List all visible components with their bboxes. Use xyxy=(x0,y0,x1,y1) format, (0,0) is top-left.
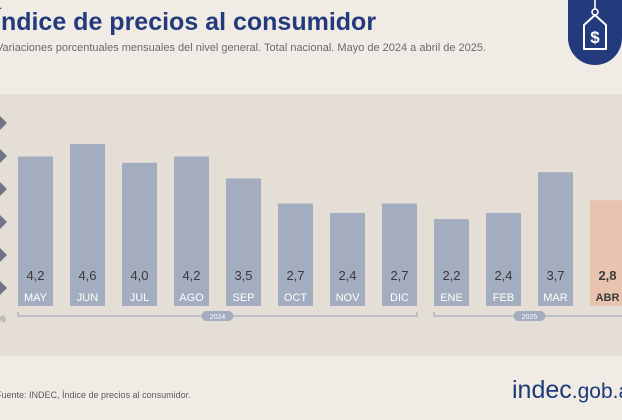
year-pill xyxy=(201,311,234,321)
month-chip xyxy=(18,287,53,306)
bar xyxy=(538,172,573,288)
value-label: 2,2 xyxy=(442,268,460,283)
month-chip xyxy=(382,287,417,306)
axis-marker xyxy=(0,248,7,262)
month-label: NOV xyxy=(336,292,361,304)
logo-suffix: .gob.ar xyxy=(571,380,622,403)
month-label: MAY xyxy=(24,292,48,304)
month-chip xyxy=(434,287,469,306)
month-label: SEP xyxy=(232,292,254,304)
value-label: 3,5 xyxy=(234,268,252,283)
value-label: 4,2 xyxy=(26,268,44,283)
bar xyxy=(434,219,469,288)
bar xyxy=(226,178,261,288)
bar xyxy=(590,200,622,288)
bar xyxy=(122,162,157,288)
month-label: JUL xyxy=(130,292,150,304)
svg-text:$: $ xyxy=(590,28,600,47)
y-unit-label: % xyxy=(0,314,6,325)
axis-marker xyxy=(0,215,7,229)
axis-marker xyxy=(0,149,7,163)
indec-logo: indec.gob.ar xyxy=(512,376,622,405)
month-chip xyxy=(590,287,622,306)
value-label: 2,4 xyxy=(494,268,512,283)
axis-marker xyxy=(0,281,7,295)
chart-title: Índice de precios al consumidor xyxy=(0,8,377,36)
bar-chart: % 4,2 MAY 4,6 JUN 4,0 JUL 4,2 AGO 3,5 SEP 2,7 OCT 2,4… xyxy=(0,116,622,325)
value-label: 3,7 xyxy=(546,268,564,283)
bar xyxy=(174,156,209,288)
month-chip xyxy=(486,287,521,306)
chart-panel: % 4,2 MAY 4,6 JUN 4,0 JUL 4,2 AGO 3,5 SEP 2,7 OCT 2,4… xyxy=(0,94,622,356)
value-label: 2,7 xyxy=(390,268,408,283)
axis-marker xyxy=(0,182,7,196)
bar xyxy=(382,203,417,288)
month-label: DIC xyxy=(390,292,409,304)
value-label: 4,0 xyxy=(130,268,148,283)
month-chip xyxy=(538,287,573,306)
month-label: OCT xyxy=(284,292,308,304)
month-chip xyxy=(330,287,365,306)
value-label: 4,2 xyxy=(182,268,200,283)
month-chip xyxy=(226,287,261,306)
month-chip xyxy=(70,287,105,306)
month-label: JUN xyxy=(77,292,98,304)
source-note: Fuente: INDEC, Índice de precios al cons… xyxy=(0,390,191,400)
month-label: ENE xyxy=(440,292,463,304)
value-label: 2,4 xyxy=(338,268,356,283)
value-label: 4,6 xyxy=(78,268,96,283)
month-label: ABR xyxy=(596,292,620,304)
year-label: 2024 xyxy=(210,314,226,321)
price-tag-dollar-icon: $ xyxy=(568,0,622,65)
value-label: 2,8 xyxy=(598,268,616,283)
bar xyxy=(18,156,53,288)
logo-main: indec xyxy=(512,376,572,404)
chart-subtitle: Variaciones porcentuales mensuales del n… xyxy=(0,42,487,54)
bar xyxy=(70,144,105,288)
month-label: AGO xyxy=(179,292,204,304)
month-label: MAR xyxy=(543,292,568,304)
axis-marker xyxy=(0,116,7,130)
bar xyxy=(278,203,313,288)
month-chip xyxy=(122,287,157,306)
year-pill xyxy=(513,311,546,321)
month-chip xyxy=(278,287,313,306)
bar xyxy=(330,212,365,288)
value-label: 2,7 xyxy=(286,268,304,283)
year-label: 2025 xyxy=(522,314,538,321)
month-chip xyxy=(174,287,209,306)
month-label: FEB xyxy=(493,292,514,304)
bar xyxy=(486,212,521,288)
